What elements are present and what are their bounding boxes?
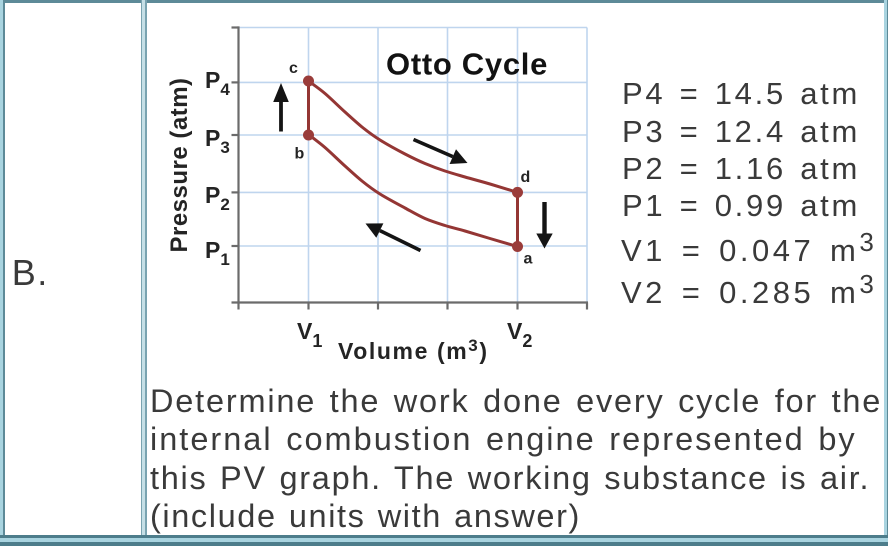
svg-text:Pressure (atm): Pressure (atm) <box>166 77 193 252</box>
svg-text:P4: P4 <box>205 67 230 99</box>
svg-text:P1: P1 <box>205 237 230 269</box>
svg-text:P2: P2 <box>205 182 230 214</box>
svg-text:Volume (m3): Volume (m3) <box>338 336 489 364</box>
svg-text:V2: V2 <box>507 318 532 351</box>
svg-text:b: b <box>295 146 305 163</box>
svg-text:a: a <box>524 251 533 268</box>
svg-text:V1: V1 <box>297 318 322 351</box>
svg-text:Otto Cycle: Otto Cycle <box>386 47 548 82</box>
svg-text:P3: P3 <box>205 125 230 157</box>
svg-text:d: d <box>521 169 531 186</box>
svg-text:c: c <box>289 60 298 77</box>
